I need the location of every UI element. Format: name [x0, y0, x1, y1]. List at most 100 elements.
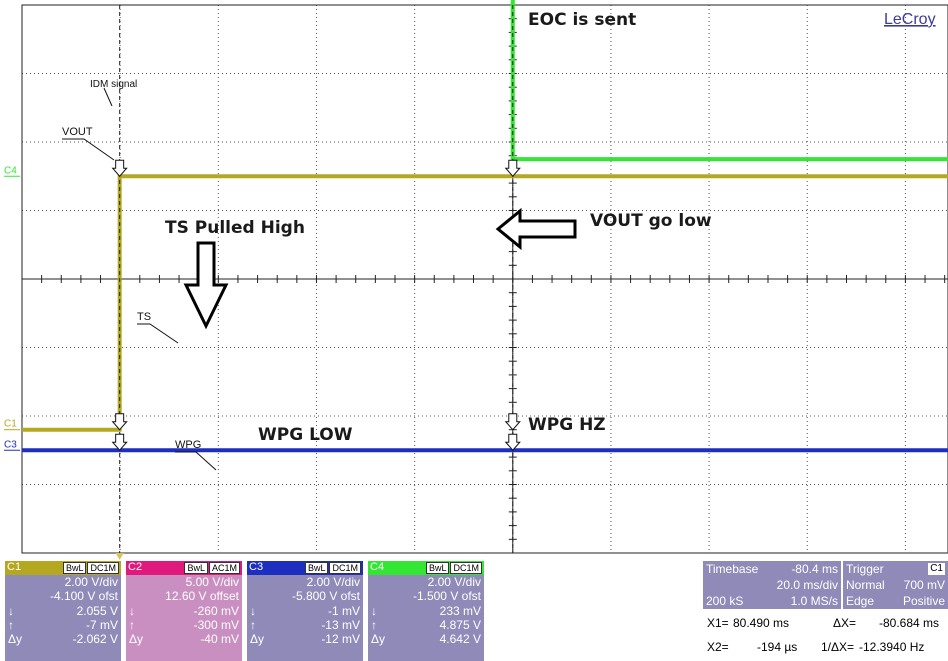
- channel-panel-c1[interactable]: C1 BwL DC1M 2.00 V/div -4.100 V ofst ↓ 2.055 V…: [5, 561, 121, 661]
- channel-panel-row: ↓ -1 mV: [247, 604, 363, 618]
- channel-panel-row: -5.800 V ofst: [247, 589, 363, 603]
- timebase-samples: 200 kS: [706, 594, 744, 608]
- channel-name: C3: [249, 561, 264, 573]
- leader-idm: [103, 87, 113, 107]
- row-key: ↑: [8, 617, 14, 632]
- channel-panel-row: 2.00 V/div: [5, 575, 121, 589]
- annotation-wpg-hz: WPG HZ: [528, 415, 606, 435]
- channel-panel-row: 2.00 V/div: [368, 575, 484, 589]
- channel-tag: BwL: [425, 562, 450, 574]
- x1-label: X1=: [707, 616, 729, 630]
- row-value: -2.062 V: [72, 632, 118, 647]
- channel-panel-row: ↓ 2.055 V: [5, 604, 121, 618]
- channel-tags: BwL DC1M: [425, 562, 482, 574]
- arrow-left-icon: [495, 207, 577, 251]
- row-value: -1.500 V ofst: [412, 589, 481, 604]
- trigger-level: 700 mV: [903, 578, 945, 592]
- timebase-label: Timebase: [706, 562, 759, 576]
- annotation-vout-go-low: VOUT go low: [590, 211, 712, 231]
- row-value: -300 mV: [193, 617, 239, 632]
- row-key: Δy: [250, 632, 265, 647]
- row-key: ↑: [371, 617, 377, 632]
- channel-panel-row: ↓ -260 mV: [126, 604, 242, 618]
- channel-tag: BwL: [304, 562, 329, 574]
- row-value: 4.875 V: [439, 617, 481, 632]
- cursor-readout: X1= 80.490 ms ΔX= -80.684 ms X2= -194 µs…: [703, 611, 948, 659]
- channel-name: C4: [370, 561, 385, 573]
- trigger-type: Edge: [846, 594, 875, 608]
- channel-panel-c4[interactable]: C4 BwL DC1M 2.00 V/div -1.500 V ofst ↓ 233 mV ↑…: [368, 561, 484, 661]
- trigger-channel: C1: [928, 563, 945, 575]
- trigger-panel[interactable]: Trigger C1 Normal 700 mV Edge Positive: [843, 561, 948, 609]
- timebase-panel[interactable]: Timebase -80.4 ms 20.0 ms/div 200 kS 1.0 M…: [703, 561, 841, 609]
- channel-tag: DC1M: [329, 562, 361, 574]
- channel-name: C1: [7, 561, 22, 573]
- channel-panel-header: C1 BwL DC1M: [5, 561, 121, 575]
- trigger-label: Trigger: [846, 562, 884, 576]
- timebase-delay: -80.4 ms: [791, 562, 838, 576]
- channel-panel-row: -1.500 V ofst: [368, 589, 484, 603]
- channel-panel-header: C2 BwL AC1M: [126, 561, 242, 575]
- channel-markers: C2C4C1C3: [4, 165, 20, 451]
- row-value: 4.642 V: [439, 632, 481, 647]
- channel-panel-row: ↓ 233 mV: [368, 604, 484, 618]
- channel-panel-row: 2.00 V/div: [247, 575, 363, 589]
- trigger-marker-icon: [115, 553, 124, 560]
- row-value: -12 mV: [321, 632, 360, 647]
- channel-tags: BwL DC1M: [304, 562, 361, 574]
- annotation-ts-pulled-high: TS Pulled High: [165, 218, 305, 238]
- channel-panel-row: 12.60 V offset: [126, 589, 242, 603]
- row-value: -1 mV: [327, 603, 360, 618]
- x2-label: X2=: [707, 640, 729, 654]
- label-idm-signal: IDM signal: [90, 79, 137, 90]
- row-key: Δy: [371, 632, 386, 647]
- channel-panel-row: Δy -40 mV: [126, 632, 242, 646]
- channel-panel-c2[interactable]: C2 BwL AC1M 5.00 V/div 12.60 V offset ↓ -260 m…: [126, 561, 242, 661]
- row-value: 233 mV: [439, 603, 481, 618]
- channel-panel-row: 5.00 V/div: [126, 575, 242, 589]
- arrow-down-icon: [183, 241, 229, 330]
- dx-label: ΔX=: [833, 616, 857, 630]
- leader-vout: [62, 138, 115, 161]
- waveform-traces: [22, 0, 948, 453]
- row-value: 2.00 V/div: [427, 575, 481, 589]
- channel-panel-header: C3 BwL DC1M: [247, 561, 363, 575]
- channel-panel-row: ↑ -13 mV: [247, 618, 363, 632]
- row-key: ↓: [8, 603, 14, 618]
- label-vout: VOUT: [62, 126, 93, 138]
- cursor-marker-icon: [111, 433, 128, 452]
- label-wpg: WPG: [175, 439, 201, 451]
- row-value: 2.00 V/div: [306, 575, 360, 589]
- trace-ts: [22, 174, 948, 432]
- channel-tag: DC1M: [87, 562, 119, 574]
- graticule-frame: [21, 4, 948, 554]
- annotation-wpg-low: WPG LOW: [258, 425, 353, 445]
- channel-panel-row: ↑ -7 mV: [5, 618, 121, 632]
- channel-name: C2: [128, 561, 143, 573]
- cursor-marker-icon: [504, 159, 521, 178]
- row-value: -260 mV: [193, 603, 239, 618]
- trigger-mode: Normal: [846, 578, 885, 592]
- row-key: ↓: [371, 603, 377, 618]
- channel-tag: DC1M: [450, 562, 482, 574]
- row-key: Δy: [129, 632, 144, 647]
- row-value: 2.055 V: [76, 603, 118, 618]
- graticule: [21, 4, 948, 554]
- row-key: ↑: [129, 617, 135, 632]
- inv-value: -12.3940 Hz: [859, 640, 925, 654]
- brand-logo: LeCroy: [884, 11, 936, 28]
- channel-panel-c3[interactable]: C3 BwL DC1M 2.00 V/div -5.800 V ofst ↓ -1 mV ↑ -…: [247, 561, 363, 661]
- cursor-marker-icon: [111, 159, 128, 178]
- channel-panel-row: -4.100 V ofst: [5, 589, 121, 603]
- marker-c4: C4: [4, 165, 17, 176]
- x2-value: -194 µs: [757, 640, 798, 654]
- channel-panel-row: Δy 4.642 V: [368, 632, 484, 646]
- row-key: Δy: [8, 632, 23, 647]
- channel-panel-row: ↑ 4.875 V: [368, 618, 484, 632]
- cursor-lines: [111, 5, 521, 560]
- row-value: -5.800 V ofst: [291, 589, 360, 604]
- channel-tag: AC1M: [208, 562, 240, 574]
- row-key: ↓: [250, 603, 256, 618]
- leader-wpg: [175, 451, 217, 471]
